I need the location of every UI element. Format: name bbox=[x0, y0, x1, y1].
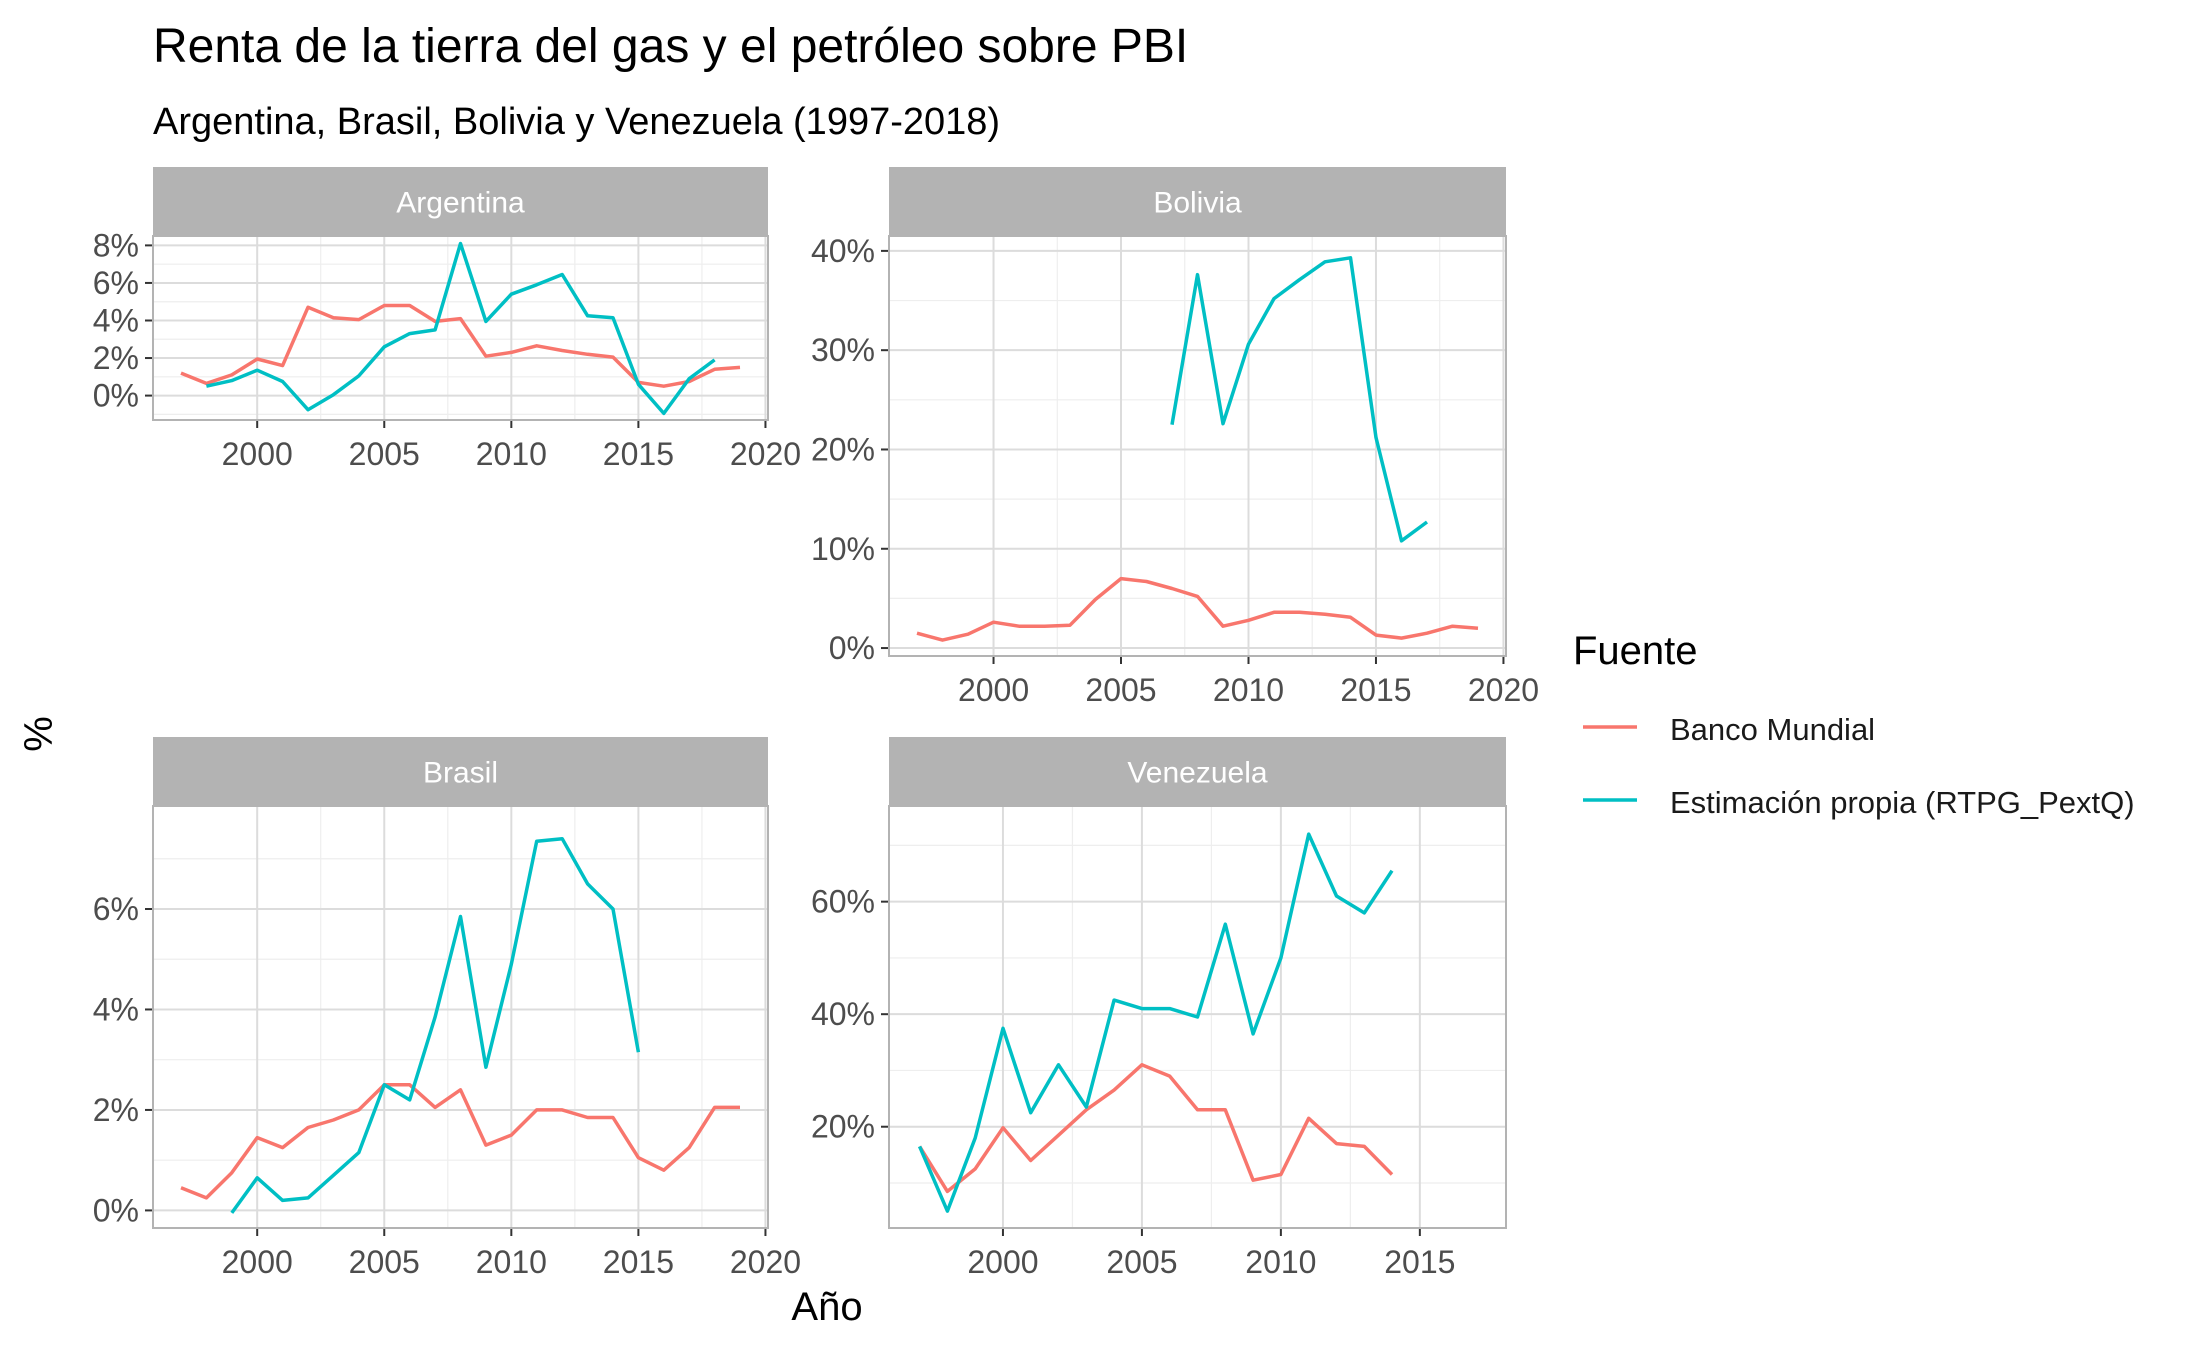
strip-bolivia bbox=[889, 167, 1506, 236]
y-tick-label: 6% bbox=[93, 265, 139, 301]
x-tick-label: 2020 bbox=[730, 436, 801, 472]
y-tick-label: 2% bbox=[93, 340, 139, 376]
y-axis-label: % bbox=[17, 716, 61, 752]
x-tick-label: 2015 bbox=[1384, 1244, 1455, 1280]
x-tick-label: 2000 bbox=[222, 1244, 293, 1280]
y-tick-label: 4% bbox=[93, 991, 139, 1027]
legend-label-estimacion-propia: Estimación propia (RTPG_PextQ) bbox=[1670, 785, 2135, 820]
y-tick-label: 2% bbox=[93, 1092, 139, 1128]
x-tick-label: 2000 bbox=[958, 672, 1029, 708]
legend-label-banco-mundial: Banco Mundial bbox=[1670, 712, 1875, 747]
panel-border-venezuela bbox=[888, 805, 1507, 1229]
series-line-estimacion-propia-rtpg-pextq-bolivia bbox=[1170, 256, 1429, 543]
x-tick-label: 2005 bbox=[349, 436, 420, 472]
y-tick-label: 60% bbox=[811, 884, 875, 920]
panel-border-brasil bbox=[152, 805, 769, 1229]
x-tick-label: 2005 bbox=[1106, 1244, 1177, 1280]
chart-title: Renta de la tierra del gas y el petróleo… bbox=[153, 20, 1188, 73]
series-line-estimacion-propia-rtpg-pextq-argentina bbox=[206, 241, 716, 416]
strip-label-argentina: Argentina bbox=[396, 187, 525, 220]
strip-label-brasil: Brasil bbox=[423, 757, 498, 790]
x-tick-label: 2020 bbox=[730, 1244, 801, 1280]
y-tick-label: 30% bbox=[811, 332, 875, 368]
series-line-banco-mundial-brasil bbox=[180, 1083, 740, 1200]
strip-label-venezuela: Venezuela bbox=[1127, 757, 1267, 790]
x-tick-label: 2020 bbox=[1468, 672, 1539, 708]
y-tick-label: 20% bbox=[811, 431, 875, 467]
y-tick-label: 6% bbox=[93, 891, 139, 927]
y-tick-label: 40% bbox=[811, 996, 875, 1032]
y-tick-label: 8% bbox=[93, 227, 139, 263]
legend: Fuente Banco Mundial Estimación propia (… bbox=[1573, 629, 2135, 820]
x-tick-label: 2000 bbox=[222, 436, 293, 472]
x-tick-label: 2010 bbox=[476, 436, 547, 472]
x-tick-label: 2010 bbox=[1213, 672, 1284, 708]
series-line-banco-mundial-argentina bbox=[180, 303, 741, 388]
y-tick-label: 0% bbox=[93, 1192, 139, 1228]
y-tick-label: 40% bbox=[811, 233, 875, 269]
strip-argentina bbox=[153, 167, 768, 236]
x-tick-label: 2015 bbox=[603, 1244, 674, 1280]
panel-brasil: Brasil 2000 2005 2010 2015 2020 0% 2% 4% 6% bbox=[93, 737, 801, 1280]
panel-venezuela: Venezuela 2000 2005 2010 2015 20% 40% 60% bbox=[811, 737, 1507, 1280]
y-tick-label: 0% bbox=[93, 378, 139, 414]
y-tick-label: 20% bbox=[811, 1109, 875, 1145]
x-axis-label: Año bbox=[791, 1285, 862, 1329]
x-tick-label: 2015 bbox=[603, 436, 674, 472]
legend-title: Fuente bbox=[1573, 629, 1698, 673]
x-tick-label: 2000 bbox=[967, 1244, 1038, 1280]
y-tick-label: 4% bbox=[93, 302, 139, 338]
y-tick-label: 0% bbox=[829, 630, 875, 666]
panel-border-bolivia bbox=[888, 235, 1507, 657]
x-tick-label: 2005 bbox=[349, 1244, 420, 1280]
panel-border-argentina bbox=[152, 235, 769, 421]
strip-venezuela bbox=[889, 737, 1506, 806]
strip-brasil bbox=[153, 737, 768, 806]
panel-bolivia: Bolivia 2000 2005 2010 2015 2020 0% 10% 20% 30% 40… bbox=[811, 167, 1539, 708]
x-tick-label: 2010 bbox=[1245, 1244, 1316, 1280]
panel-argentina: Argentina 2000 2005 2010 2015 2020 0%2%4%6%8% bbox=[93, 167, 801, 472]
x-tick-label: 2005 bbox=[1085, 672, 1156, 708]
y-tick-label: 10% bbox=[811, 531, 875, 567]
series-line-banco-mundial-venezuela bbox=[918, 1063, 1394, 1194]
series-line-estimacion-propia-rtpg-pextq-venezuela bbox=[917, 832, 1394, 1213]
strip-label-bolivia: Bolivia bbox=[1153, 187, 1242, 220]
chart-subtitle: Argentina, Brasil, Bolivia y Venezuela (… bbox=[153, 101, 1000, 143]
series-line-estimacion-propia-rtpg-pextq-brasil bbox=[230, 836, 641, 1214]
series-line-banco-mundial-bolivia bbox=[916, 576, 1479, 642]
x-tick-label: 2010 bbox=[476, 1244, 547, 1280]
x-tick-label: 2015 bbox=[1340, 672, 1411, 708]
